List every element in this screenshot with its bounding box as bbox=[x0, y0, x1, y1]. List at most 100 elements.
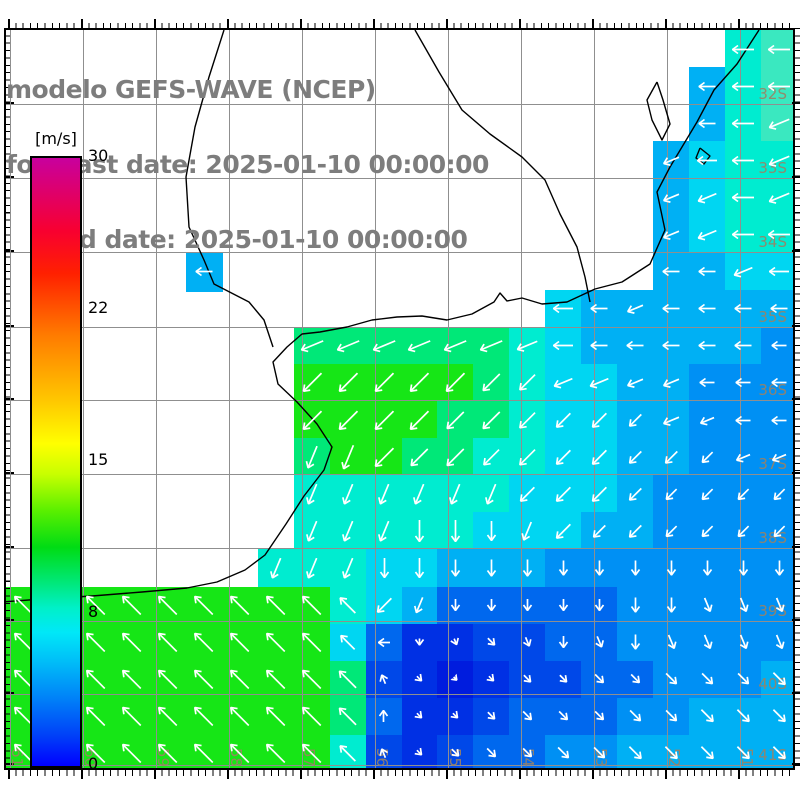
wind-direction-arrow bbox=[446, 559, 465, 578]
wind-direction-arrow bbox=[334, 441, 362, 472]
wind-speed-cell bbox=[330, 327, 367, 366]
wind-speed-cell bbox=[617, 327, 654, 366]
axis-major-tick bbox=[792, 472, 800, 474]
wind-direction-arrow bbox=[770, 336, 787, 355]
wind-direction-arrow bbox=[770, 560, 789, 577]
wind-direction-arrow bbox=[410, 557, 429, 579]
wind-direction-arrow bbox=[767, 482, 791, 506]
latitude-label: 33S bbox=[758, 159, 787, 177]
wind-direction-arrow bbox=[296, 404, 328, 436]
wind-direction-arrow bbox=[660, 222, 683, 246]
wind-speed-cell bbox=[617, 735, 654, 768]
wind-speed-cell bbox=[366, 624, 403, 663]
colorbar-tick-label: 30 bbox=[88, 146, 109, 165]
colorbar-tick-label: 8 bbox=[88, 602, 99, 621]
wind-direction-arrow bbox=[447, 671, 464, 688]
meridian-grid-line bbox=[229, 30, 230, 768]
wind-direction-arrow bbox=[263, 554, 289, 582]
wind-speed-cell bbox=[545, 698, 582, 737]
wind-speed-cell bbox=[725, 327, 762, 366]
wind-direction-arrow bbox=[476, 404, 506, 434]
meridian-grid-line bbox=[302, 30, 303, 768]
wind-direction-arrow bbox=[552, 705, 574, 727]
wind-direction-arrow bbox=[333, 591, 362, 620]
wind-direction-arrow bbox=[335, 517, 361, 545]
wind-direction-arrow bbox=[445, 635, 465, 649]
axis-major-tick bbox=[154, 19, 156, 28]
axis-major-tick bbox=[738, 770, 740, 779]
wind-direction-arrow bbox=[370, 591, 398, 619]
wind-speed-cell bbox=[509, 327, 546, 366]
wind-speed-cell bbox=[761, 216, 793, 255]
axis-major-tick bbox=[792, 398, 800, 400]
wind-speed-cell bbox=[617, 364, 654, 403]
wind-direction-arrow bbox=[152, 663, 184, 695]
wind-speed-cell bbox=[725, 253, 762, 292]
wind-speed-cell bbox=[258, 735, 295, 768]
wind-speed-cell bbox=[761, 698, 793, 737]
wind-direction-arrow bbox=[660, 370, 683, 394]
wind-direction-arrow bbox=[695, 594, 718, 615]
wind-direction-arrow bbox=[731, 39, 755, 58]
axis-major-tick bbox=[8, 770, 10, 779]
wind-speed-cell bbox=[509, 624, 546, 663]
axis-major-tick bbox=[446, 770, 448, 779]
wind-speed-cell bbox=[581, 661, 618, 700]
wind-direction-arrow bbox=[517, 634, 538, 651]
wind-direction-arrow bbox=[733, 299, 752, 318]
latitude-label: 37S bbox=[758, 455, 787, 473]
wind-direction-arrow bbox=[296, 589, 328, 621]
wind-direction-arrow bbox=[623, 704, 647, 728]
wind-direction-arrow bbox=[296, 663, 328, 695]
wind-direction-arrow bbox=[518, 559, 537, 578]
wind-direction-arrow bbox=[513, 442, 542, 471]
wind-speed-cell bbox=[366, 661, 403, 700]
wind-direction-arrow bbox=[767, 76, 791, 95]
wind-speed-cell bbox=[78, 735, 115, 768]
wind-direction-arrow bbox=[299, 517, 325, 545]
wind-speed-cell bbox=[617, 661, 654, 700]
wind-direction-arrow bbox=[334, 628, 362, 656]
wind-direction-arrow bbox=[554, 599, 573, 612]
wind-direction-arrow bbox=[374, 557, 393, 579]
parallel-grid-line bbox=[6, 252, 793, 253]
wind-speed-cell bbox=[653, 698, 690, 737]
wind-speed-cell bbox=[653, 216, 690, 255]
wind-speed-cell bbox=[473, 327, 510, 366]
wind-direction-arrow bbox=[224, 589, 256, 621]
wind-direction-arrow bbox=[442, 480, 468, 508]
axis-minor-ticks bbox=[8, 770, 795, 776]
wind-direction-arrow bbox=[260, 589, 292, 621]
axis-major-tick bbox=[154, 770, 156, 779]
wind-direction-arrow bbox=[446, 519, 465, 543]
wind-direction-arrow bbox=[662, 560, 681, 577]
wind-direction-arrow bbox=[624, 668, 646, 690]
wind-direction-arrow bbox=[769, 299, 788, 318]
wind-speed-cell bbox=[653, 253, 690, 292]
wind-direction-arrow bbox=[224, 626, 256, 658]
meridian-grid-line bbox=[156, 30, 157, 768]
wind-direction-arrow bbox=[369, 332, 398, 359]
wind-direction-arrow bbox=[660, 185, 683, 209]
title-forecast-line: forecast date: 2025-01-10 00:00:00 bbox=[6, 150, 489, 179]
colorbar-tick-label: 15 bbox=[88, 450, 109, 469]
wind-speed-cell bbox=[402, 364, 439, 403]
wind-direction-arrow bbox=[296, 626, 328, 658]
wind-speed-cell bbox=[689, 698, 726, 737]
wind-direction-arrow bbox=[516, 705, 538, 727]
wind-direction-arrow bbox=[698, 560, 717, 577]
axis-major-tick bbox=[519, 770, 521, 779]
wind-direction-arrow bbox=[694, 221, 720, 246]
wind-direction-arrow bbox=[733, 336, 752, 355]
wind-speed-cell bbox=[761, 327, 793, 366]
parallel-grid-line bbox=[6, 327, 793, 328]
wind-direction-arrow bbox=[194, 262, 213, 281]
parallel-grid-line bbox=[6, 765, 793, 766]
parallel-grid-line bbox=[6, 400, 793, 401]
wind-direction-arrow bbox=[482, 670, 500, 688]
wind-direction-arrow bbox=[299, 480, 325, 508]
wind-direction-arrow bbox=[766, 667, 791, 692]
wind-direction-arrow bbox=[730, 259, 756, 284]
wind-direction-arrow bbox=[224, 663, 256, 695]
wind-speed-cell bbox=[689, 364, 726, 403]
